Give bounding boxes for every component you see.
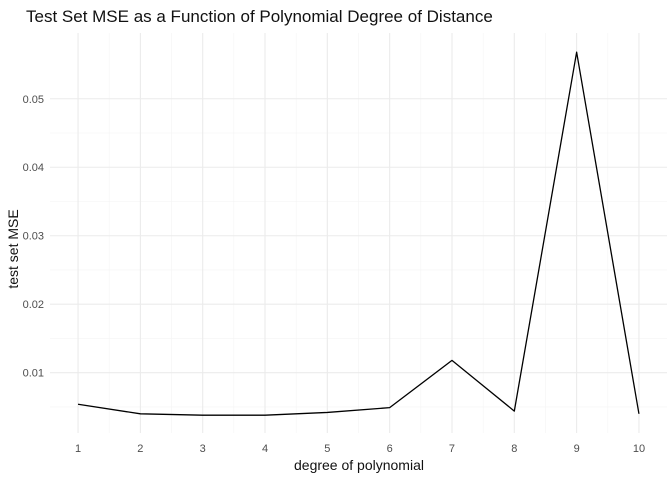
y-tick-label: 0.03 xyxy=(23,231,44,243)
y-axis-title: test set MSE xyxy=(5,209,21,288)
y-tick-label: 0.01 xyxy=(23,368,44,380)
mse-series-line xyxy=(77,51,640,416)
x-tick-label: 1 xyxy=(75,443,81,455)
x-tick-label: 5 xyxy=(324,443,330,455)
x-axis-ticks: 1 2 3 4 5 6 7 8 9 10 xyxy=(75,443,645,455)
x-tick-label: 3 xyxy=(200,443,206,455)
x-tick-label: 9 xyxy=(574,443,580,455)
grid-lines xyxy=(50,33,667,433)
x-tick-label: 7 xyxy=(449,443,455,455)
x-tick-label: 2 xyxy=(137,443,143,455)
y-tick-label: 0.04 xyxy=(23,162,44,174)
x-axis-title: degree of polynomial xyxy=(294,457,424,473)
x-tick-label: 6 xyxy=(387,443,393,455)
y-tick-label: 0.02 xyxy=(23,299,44,311)
x-tick-label: 10 xyxy=(633,443,645,455)
x-tick-label: 4 xyxy=(262,443,268,455)
series-layer xyxy=(77,51,640,416)
chart-title: Test Set MSE as a Function of Polynomial… xyxy=(26,7,493,26)
y-axis-ticks: 0.01 0.02 0.03 0.04 0.05 xyxy=(23,94,44,380)
y-tick-label: 0.05 xyxy=(23,94,44,106)
x-tick-label: 8 xyxy=(511,443,517,455)
